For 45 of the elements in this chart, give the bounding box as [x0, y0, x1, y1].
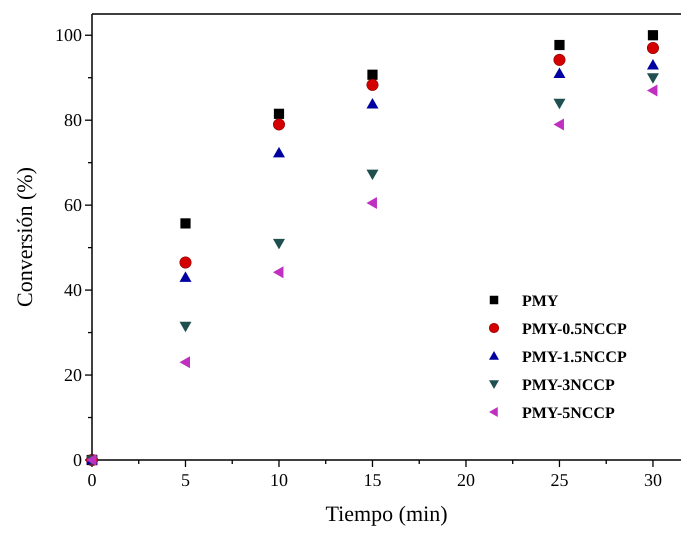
point [553, 98, 566, 110]
point [366, 170, 378, 180]
point [179, 271, 192, 282]
legend-label: PMY-0.5NCCP [522, 321, 627, 338]
point [179, 356, 190, 368]
legend-label: PMY-3NCCP [522, 377, 615, 394]
point [648, 30, 658, 40]
point [179, 256, 192, 268]
point [367, 70, 378, 80]
x-tick-label: 5 [180, 470, 190, 490]
legend-label: PMY [522, 293, 559, 310]
y-tick-label: 60 [64, 195, 82, 216]
x-tick-label: 20 [456, 470, 475, 490]
point [646, 73, 659, 84]
y-tick-label: 0 [73, 450, 82, 470]
point [272, 146, 285, 158]
legend-label: PMY-5NCCP [522, 405, 615, 422]
x-tick-label: 15 [363, 470, 382, 490]
point [272, 238, 285, 250]
x-axis-title: Tiempo (min) [325, 501, 448, 526]
point [553, 118, 564, 130]
point [554, 40, 565, 50]
point [646, 84, 658, 96]
point [272, 266, 284, 278]
y-tick-label: 20 [64, 365, 82, 386]
y-tick-label: 100 [55, 25, 82, 46]
x-tick-label: 30 [644, 470, 662, 490]
point [366, 98, 378, 109]
point [274, 108, 284, 119]
legend-label: PMY-1.5NCCP [522, 349, 627, 366]
y-tick-label: 80 [64, 110, 82, 130]
point [180, 218, 191, 229]
point [646, 42, 659, 54]
x-tick-label: 10 [270, 470, 288, 490]
x-tick-label: 0 [88, 470, 96, 490]
x-tick-label: 25 [550, 470, 568, 490]
y-axis-title: Conversión (%) [12, 167, 37, 307]
point [366, 78, 378, 91]
point [179, 322, 192, 332]
point [553, 54, 566, 66]
point [553, 67, 566, 78]
point [646, 58, 659, 70]
point [272, 118, 285, 130]
point [366, 197, 377, 210]
y-tick-label: 40 [64, 280, 82, 300]
